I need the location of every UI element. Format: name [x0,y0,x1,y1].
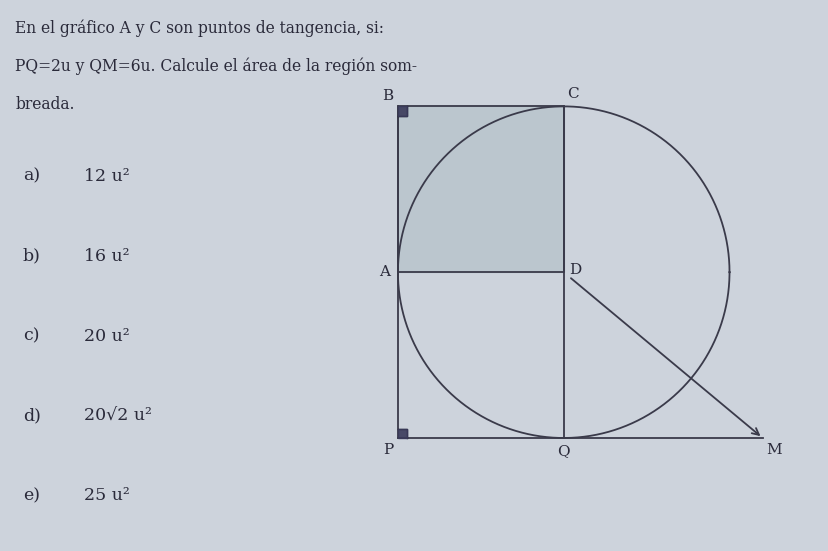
Text: b): b) [23,248,41,264]
Text: 12 u²: 12 u² [84,168,129,185]
Text: Q: Q [556,444,570,458]
Text: breada.: breada. [15,96,75,114]
Polygon shape [397,106,407,116]
Text: M: M [766,443,782,457]
Text: A: A [378,265,389,279]
Text: c): c) [23,328,40,344]
Text: C: C [566,88,578,101]
Text: PQ=2u y QM=6u. Calcule el área de la región som-: PQ=2u y QM=6u. Calcule el área de la reg… [15,58,416,75]
Text: 20 u²: 20 u² [84,328,129,344]
Text: 25 u²: 25 u² [84,488,129,504]
Text: 16 u²: 16 u² [84,248,129,264]
Text: D: D [568,263,580,277]
Text: 20√2 u²: 20√2 u² [84,408,152,424]
Text: P: P [383,443,392,457]
Text: En el gráfico A y C son puntos de tangencia, si:: En el gráfico A y C son puntos de tangen… [15,19,384,37]
Text: e): e) [23,488,40,504]
Text: a): a) [23,168,40,185]
Text: d): d) [23,408,41,424]
Polygon shape [397,106,563,272]
Text: B: B [382,89,392,104]
Polygon shape [397,429,407,438]
